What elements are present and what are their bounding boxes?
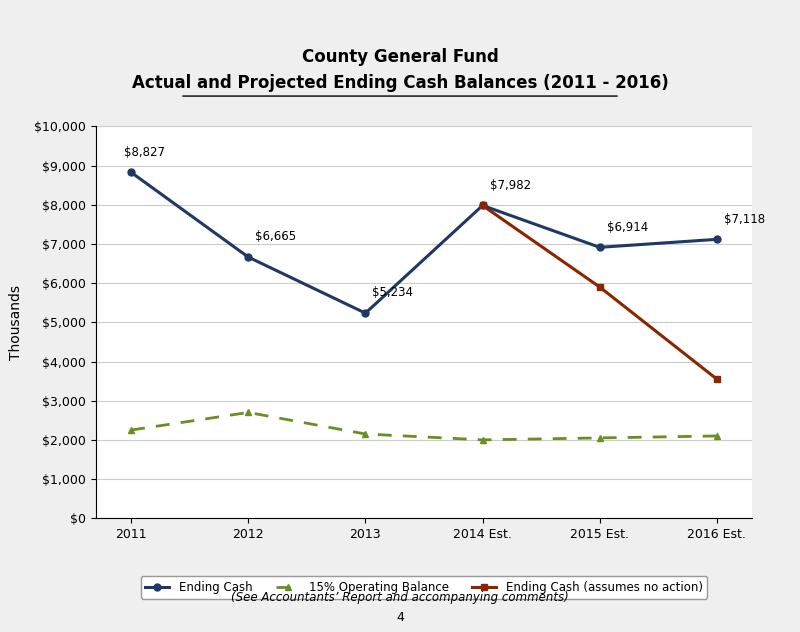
Text: $7,118: $7,118 (724, 212, 765, 226)
Text: $6,914: $6,914 (606, 221, 648, 234)
Text: $8,827: $8,827 (124, 146, 165, 159)
Y-axis label: Thousands: Thousands (10, 285, 23, 360)
Text: County General Fund: County General Fund (302, 49, 498, 66)
Text: Actual and Projected Ending Cash Balances (2011 - 2016): Actual and Projected Ending Cash Balance… (132, 74, 668, 92)
Text: $6,665: $6,665 (255, 231, 296, 243)
Legend: Ending Cash, 15% Operating Balance, Ending Cash (assumes no action): Ending Cash, 15% Operating Balance, Endi… (141, 576, 707, 599)
Text: (See Accountants’ Report and accompanying comments): (See Accountants’ Report and accompanyin… (231, 590, 569, 604)
Text: $7,982: $7,982 (490, 179, 530, 191)
Text: 4: 4 (396, 611, 404, 624)
Text: $5,234: $5,234 (372, 286, 414, 300)
